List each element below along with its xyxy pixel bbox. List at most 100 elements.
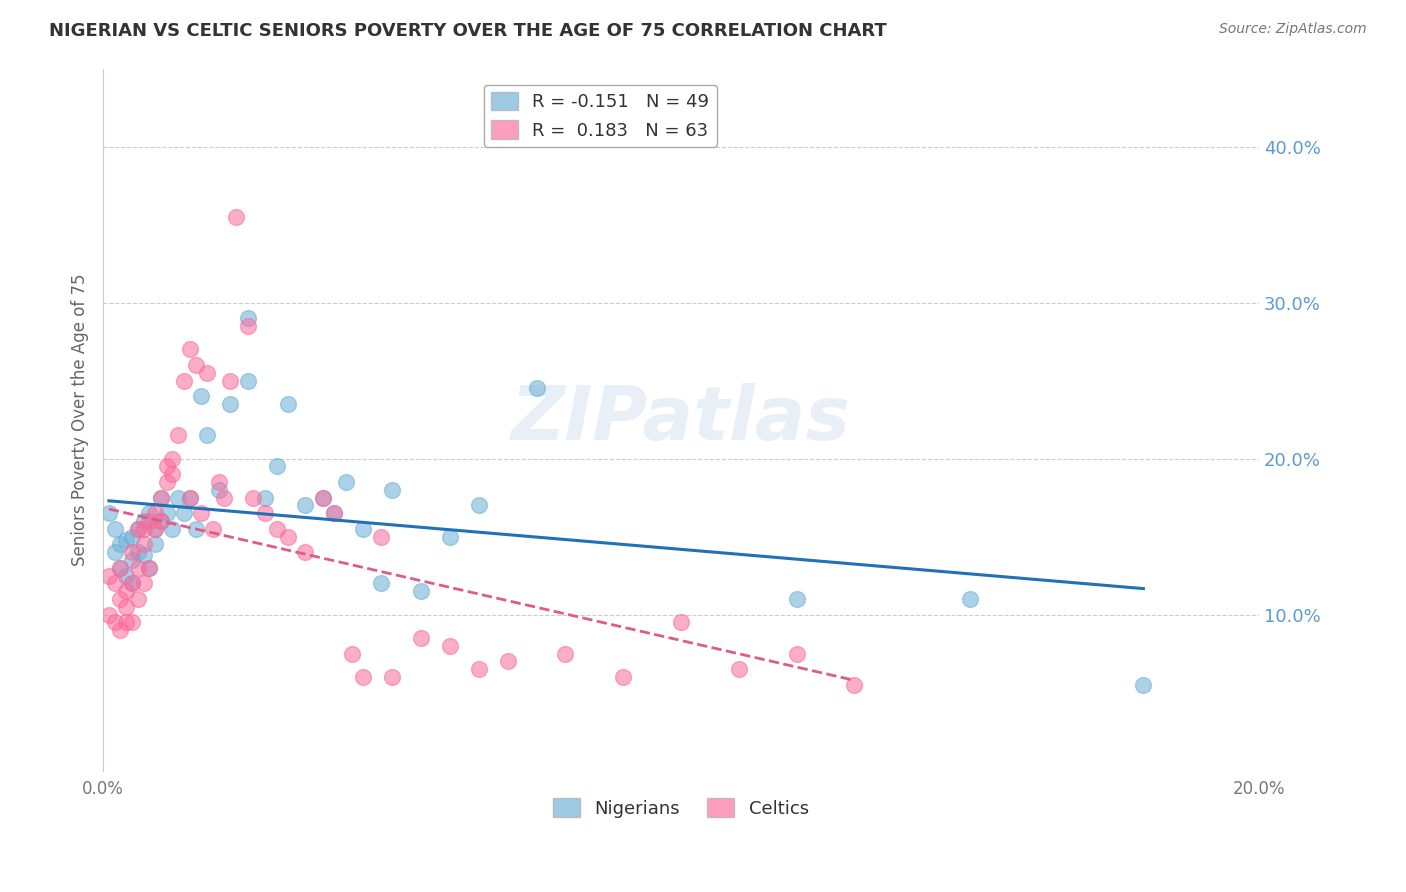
Point — [190, 506, 212, 520]
Text: Source: ZipAtlas.com: Source: ZipAtlas.com — [1219, 22, 1367, 37]
Point — [184, 358, 207, 372]
Point — [370, 576, 392, 591]
Point — [143, 537, 166, 551]
Point — [179, 491, 201, 505]
Point — [132, 522, 155, 536]
Point — [381, 483, 404, 497]
Point — [409, 631, 432, 645]
Point — [179, 491, 201, 505]
Point — [115, 568, 138, 582]
Point — [127, 561, 149, 575]
Point — [97, 568, 120, 582]
Point — [121, 530, 143, 544]
Point — [110, 561, 132, 575]
Point — [612, 670, 634, 684]
Point — [115, 584, 138, 599]
Legend: Nigerians, Celtics: Nigerians, Celtics — [546, 791, 817, 825]
Point — [323, 506, 346, 520]
Point — [669, 615, 692, 630]
Point — [162, 522, 184, 536]
Point — [110, 624, 132, 638]
Point — [727, 662, 749, 676]
Point — [156, 506, 179, 520]
Point — [143, 506, 166, 520]
Point — [184, 522, 207, 536]
Point — [219, 374, 242, 388]
Point — [195, 366, 218, 380]
Point — [439, 530, 461, 544]
Point — [138, 561, 160, 575]
Point — [1132, 678, 1154, 692]
Point — [121, 615, 143, 630]
Point — [208, 483, 231, 497]
Point — [219, 397, 242, 411]
Point — [340, 647, 363, 661]
Point — [526, 381, 548, 395]
Point — [253, 491, 276, 505]
Point — [115, 599, 138, 614]
Point — [127, 522, 149, 536]
Point — [127, 522, 149, 536]
Point — [266, 522, 288, 536]
Point — [132, 514, 155, 528]
Point — [381, 670, 404, 684]
Point — [97, 506, 120, 520]
Point — [121, 576, 143, 591]
Point — [167, 428, 190, 442]
Point — [208, 475, 231, 489]
Point — [335, 475, 357, 489]
Point — [115, 533, 138, 547]
Point — [162, 467, 184, 482]
Point — [121, 576, 143, 591]
Point — [132, 576, 155, 591]
Point — [253, 506, 276, 520]
Point — [277, 397, 299, 411]
Point — [179, 343, 201, 357]
Point — [959, 592, 981, 607]
Point — [294, 499, 316, 513]
Point — [127, 592, 149, 607]
Y-axis label: Seniors Poverty Over the Age of 75: Seniors Poverty Over the Age of 75 — [72, 273, 89, 566]
Point — [370, 530, 392, 544]
Point — [132, 549, 155, 563]
Point — [786, 592, 808, 607]
Point — [312, 491, 335, 505]
Point — [236, 374, 259, 388]
Point — [156, 475, 179, 489]
Point — [149, 491, 172, 505]
Text: ZIPatlas: ZIPatlas — [510, 383, 851, 456]
Point — [195, 428, 218, 442]
Point — [409, 584, 432, 599]
Point — [97, 607, 120, 622]
Point — [156, 459, 179, 474]
Point — [468, 499, 491, 513]
Point — [266, 459, 288, 474]
Point — [214, 491, 236, 505]
Point — [162, 451, 184, 466]
Point — [127, 545, 149, 559]
Point — [149, 514, 172, 528]
Point — [110, 537, 132, 551]
Point — [121, 553, 143, 567]
Point — [294, 545, 316, 559]
Point — [352, 522, 374, 536]
Point — [132, 537, 155, 551]
Point — [143, 522, 166, 536]
Point — [121, 545, 143, 559]
Point — [115, 615, 138, 630]
Point — [138, 561, 160, 575]
Point — [110, 561, 132, 575]
Point — [149, 491, 172, 505]
Point — [439, 639, 461, 653]
Point — [104, 522, 127, 536]
Point — [554, 647, 576, 661]
Point — [143, 522, 166, 536]
Point — [225, 210, 247, 224]
Point — [323, 506, 346, 520]
Point — [110, 592, 132, 607]
Point — [167, 491, 190, 505]
Point — [190, 389, 212, 403]
Point — [173, 506, 195, 520]
Point — [242, 491, 264, 505]
Point — [277, 530, 299, 544]
